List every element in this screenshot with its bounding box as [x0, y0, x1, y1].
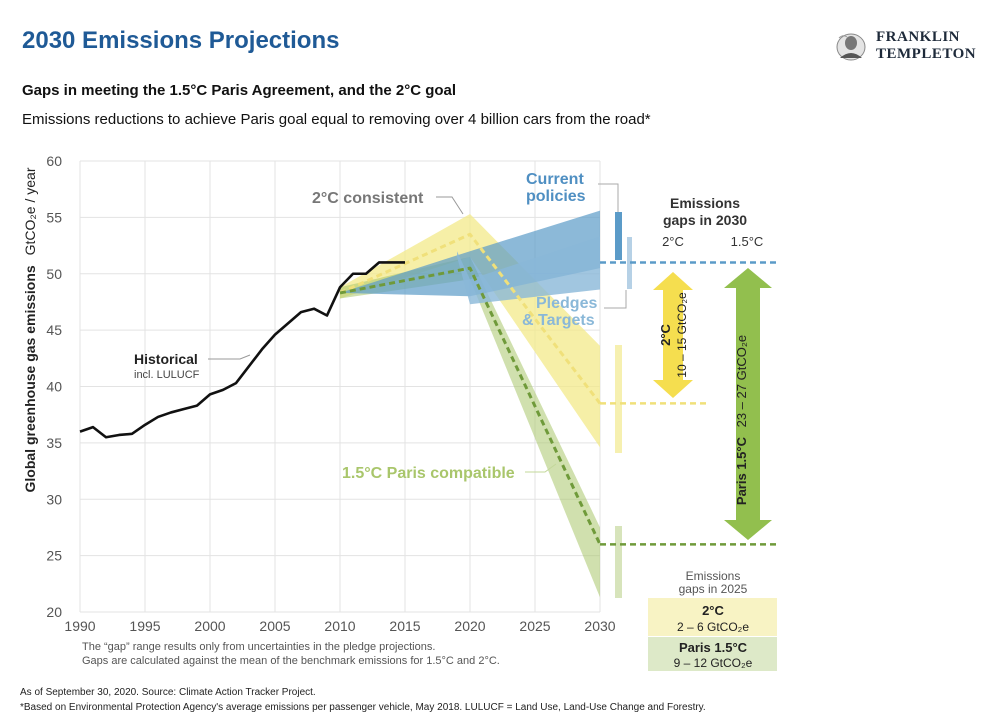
- line-paris-mean: [339, 266, 602, 545]
- label-current-policies-1: Current: [526, 171, 584, 188]
- x-tick-2015: 2015: [389, 618, 420, 634]
- paris-gap-bar: [615, 526, 622, 598]
- current-leader-line: [598, 183, 619, 215]
- x-tick-labels: 1990 1995 2000 2005 2010 2015 2020 2025 2030: [64, 618, 615, 634]
- gaps-2025-title-1: Emissions: [686, 569, 741, 583]
- y-tick-20: 20: [46, 604, 62, 620]
- pledges-gap-bar: [627, 237, 632, 289]
- gaps-2025-2c-box: [648, 598, 777, 636]
- y-tick-45: 45: [46, 322, 62, 338]
- y-axis-unit-text: GtCO₂e / year: [22, 167, 38, 255]
- x-tick-1995: 1995: [129, 618, 160, 634]
- x-tick-1990: 1990: [64, 618, 95, 634]
- label-historical: Historical: [134, 351, 198, 367]
- 2c-gap-bar: [615, 345, 622, 453]
- label-current-policies-2: policies: [526, 188, 586, 205]
- current-gap-bar: [615, 212, 622, 260]
- logo-text-templeton: TEMPLETON: [876, 46, 977, 62]
- footnote-note: *Based on Environmental Protection Agenc…: [20, 702, 706, 713]
- gaps-2025-paris-label: Paris 1.5°C: [679, 640, 748, 655]
- pledges-leader-line: [604, 290, 627, 309]
- gaps-2025-paris-range: 9 – 12 GtCO₂e: [674, 656, 753, 670]
- y-tick-40: 40: [46, 379, 62, 395]
- y-tick-55: 55: [46, 209, 62, 225]
- x-tick-2020: 2020: [454, 618, 485, 634]
- paris-leader-line: [525, 463, 557, 473]
- label-historical-sub: incl. LULUCF: [134, 369, 200, 381]
- line-2c-mean: [339, 232, 602, 405]
- chart-note-1: The “gap” range results only from uncert…: [82, 641, 435, 653]
- label-paris-compatible: 1.5°C Paris compatible: [342, 465, 515, 482]
- arrow-2c-range: 10 – 15 GtCO₂e: [675, 292, 689, 378]
- band-pledges-targets: [457, 236, 600, 305]
- label-2c-consistent: 2°C consistent: [312, 190, 424, 207]
- logo-text-franklin: FRANKLIN: [876, 29, 961, 45]
- scenario-bands: [340, 210, 600, 598]
- arrow-paris-range-text: 23 – 27 GtCO₂e: [734, 335, 749, 428]
- chart-subheading: Emissions reductions to achieve Paris go…: [22, 111, 651, 128]
- label-pledges-1: Pledges: [536, 295, 597, 312]
- line-historical: [79, 261, 405, 439]
- y-tick-60: 60: [46, 153, 62, 169]
- chart-note-2: Gaps are calculated against the mean of …: [82, 655, 500, 667]
- chart-subtitle: Gaps in meeting the 1.5°C Paris Agreemen…: [22, 82, 457, 99]
- gaps-2025-paris-box: [648, 637, 777, 671]
- x-tick-2005: 2005: [259, 618, 290, 634]
- x-tick-2010: 2010: [324, 618, 355, 634]
- y-tick-25: 25: [46, 548, 62, 564]
- gaps-2025-2c-label: 2°C: [702, 603, 724, 618]
- arrow-2c-label: 2°C: [658, 323, 673, 345]
- y-axis-label-text: Global greenhouse gas emissions: [22, 265, 38, 492]
- gaps-2030-title-1: Emissions: [670, 195, 740, 211]
- gaps-2030-col-2c: 2°C: [662, 234, 684, 249]
- gaps-2030-col-15c: 1.5°C: [731, 234, 764, 249]
- 2c-leader-line: [436, 196, 464, 215]
- gaps-2025-2c-range: 2 – 6 GtCO₂e: [677, 620, 749, 634]
- x-tick-2025: 2025: [519, 618, 550, 634]
- y-tick-35: 35: [46, 435, 62, 451]
- label-pledges-2: & Targets: [522, 312, 595, 329]
- franklin-portrait-icon: [836, 33, 866, 61]
- y-tick-50: 50: [46, 266, 62, 282]
- y-tick-labels: 20 25 30 35 40 45 50 55 60: [46, 153, 62, 620]
- historical-leader-line: [208, 354, 251, 360]
- arrow-paris: [724, 268, 772, 540]
- gaps-2030-title-2: gaps in 2030: [663, 212, 747, 228]
- gaps-2025-title-2: gaps in 2025: [679, 582, 748, 596]
- x-tick-2000: 2000: [194, 618, 225, 634]
- arrow-2c: [653, 272, 693, 398]
- benchmark-lines: [600, 261, 780, 546]
- page-title: 2030 Emissions Projections: [22, 27, 340, 54]
- y-tick-30: 30: [46, 491, 62, 507]
- y-axis-label: Global greenhouse gas emissions GtCO₂e /…: [22, 167, 38, 492]
- arrow-paris-label-text: Paris 1.5°C: [734, 436, 749, 505]
- x-tick-2030: 2030: [584, 618, 615, 634]
- arrow-paris-label: Paris 1.5°C 23 – 27 GtCO₂e: [734, 335, 749, 505]
- footnote-source: As of September 30, 2020. Source: Climat…: [20, 687, 316, 698]
- series-lines: [79, 232, 602, 545]
